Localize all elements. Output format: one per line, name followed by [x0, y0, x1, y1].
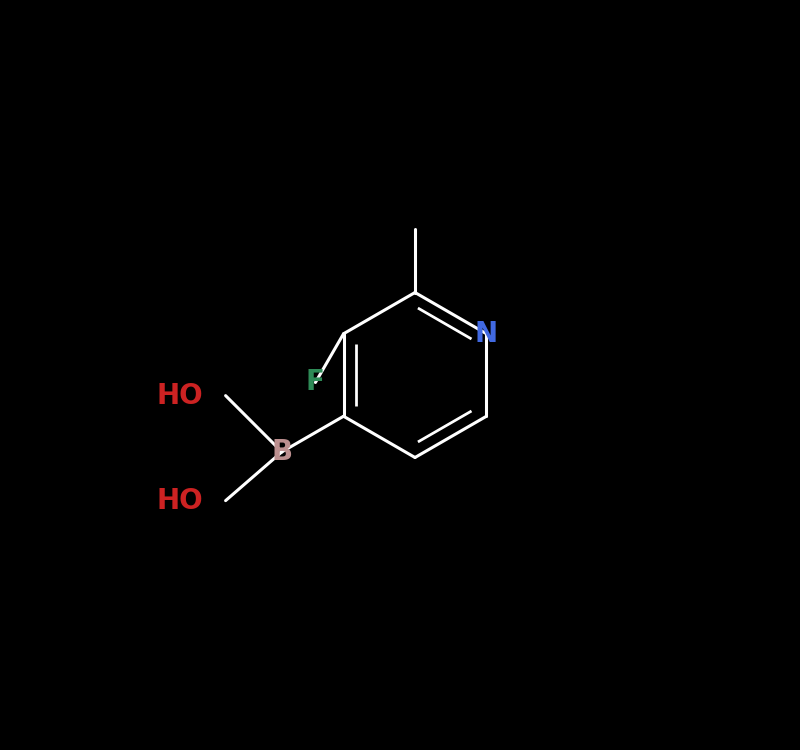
- Text: N: N: [475, 320, 498, 348]
- Text: B: B: [271, 438, 293, 466]
- Text: HO: HO: [157, 382, 203, 410]
- Text: F: F: [306, 368, 325, 397]
- Text: HO: HO: [157, 487, 203, 514]
